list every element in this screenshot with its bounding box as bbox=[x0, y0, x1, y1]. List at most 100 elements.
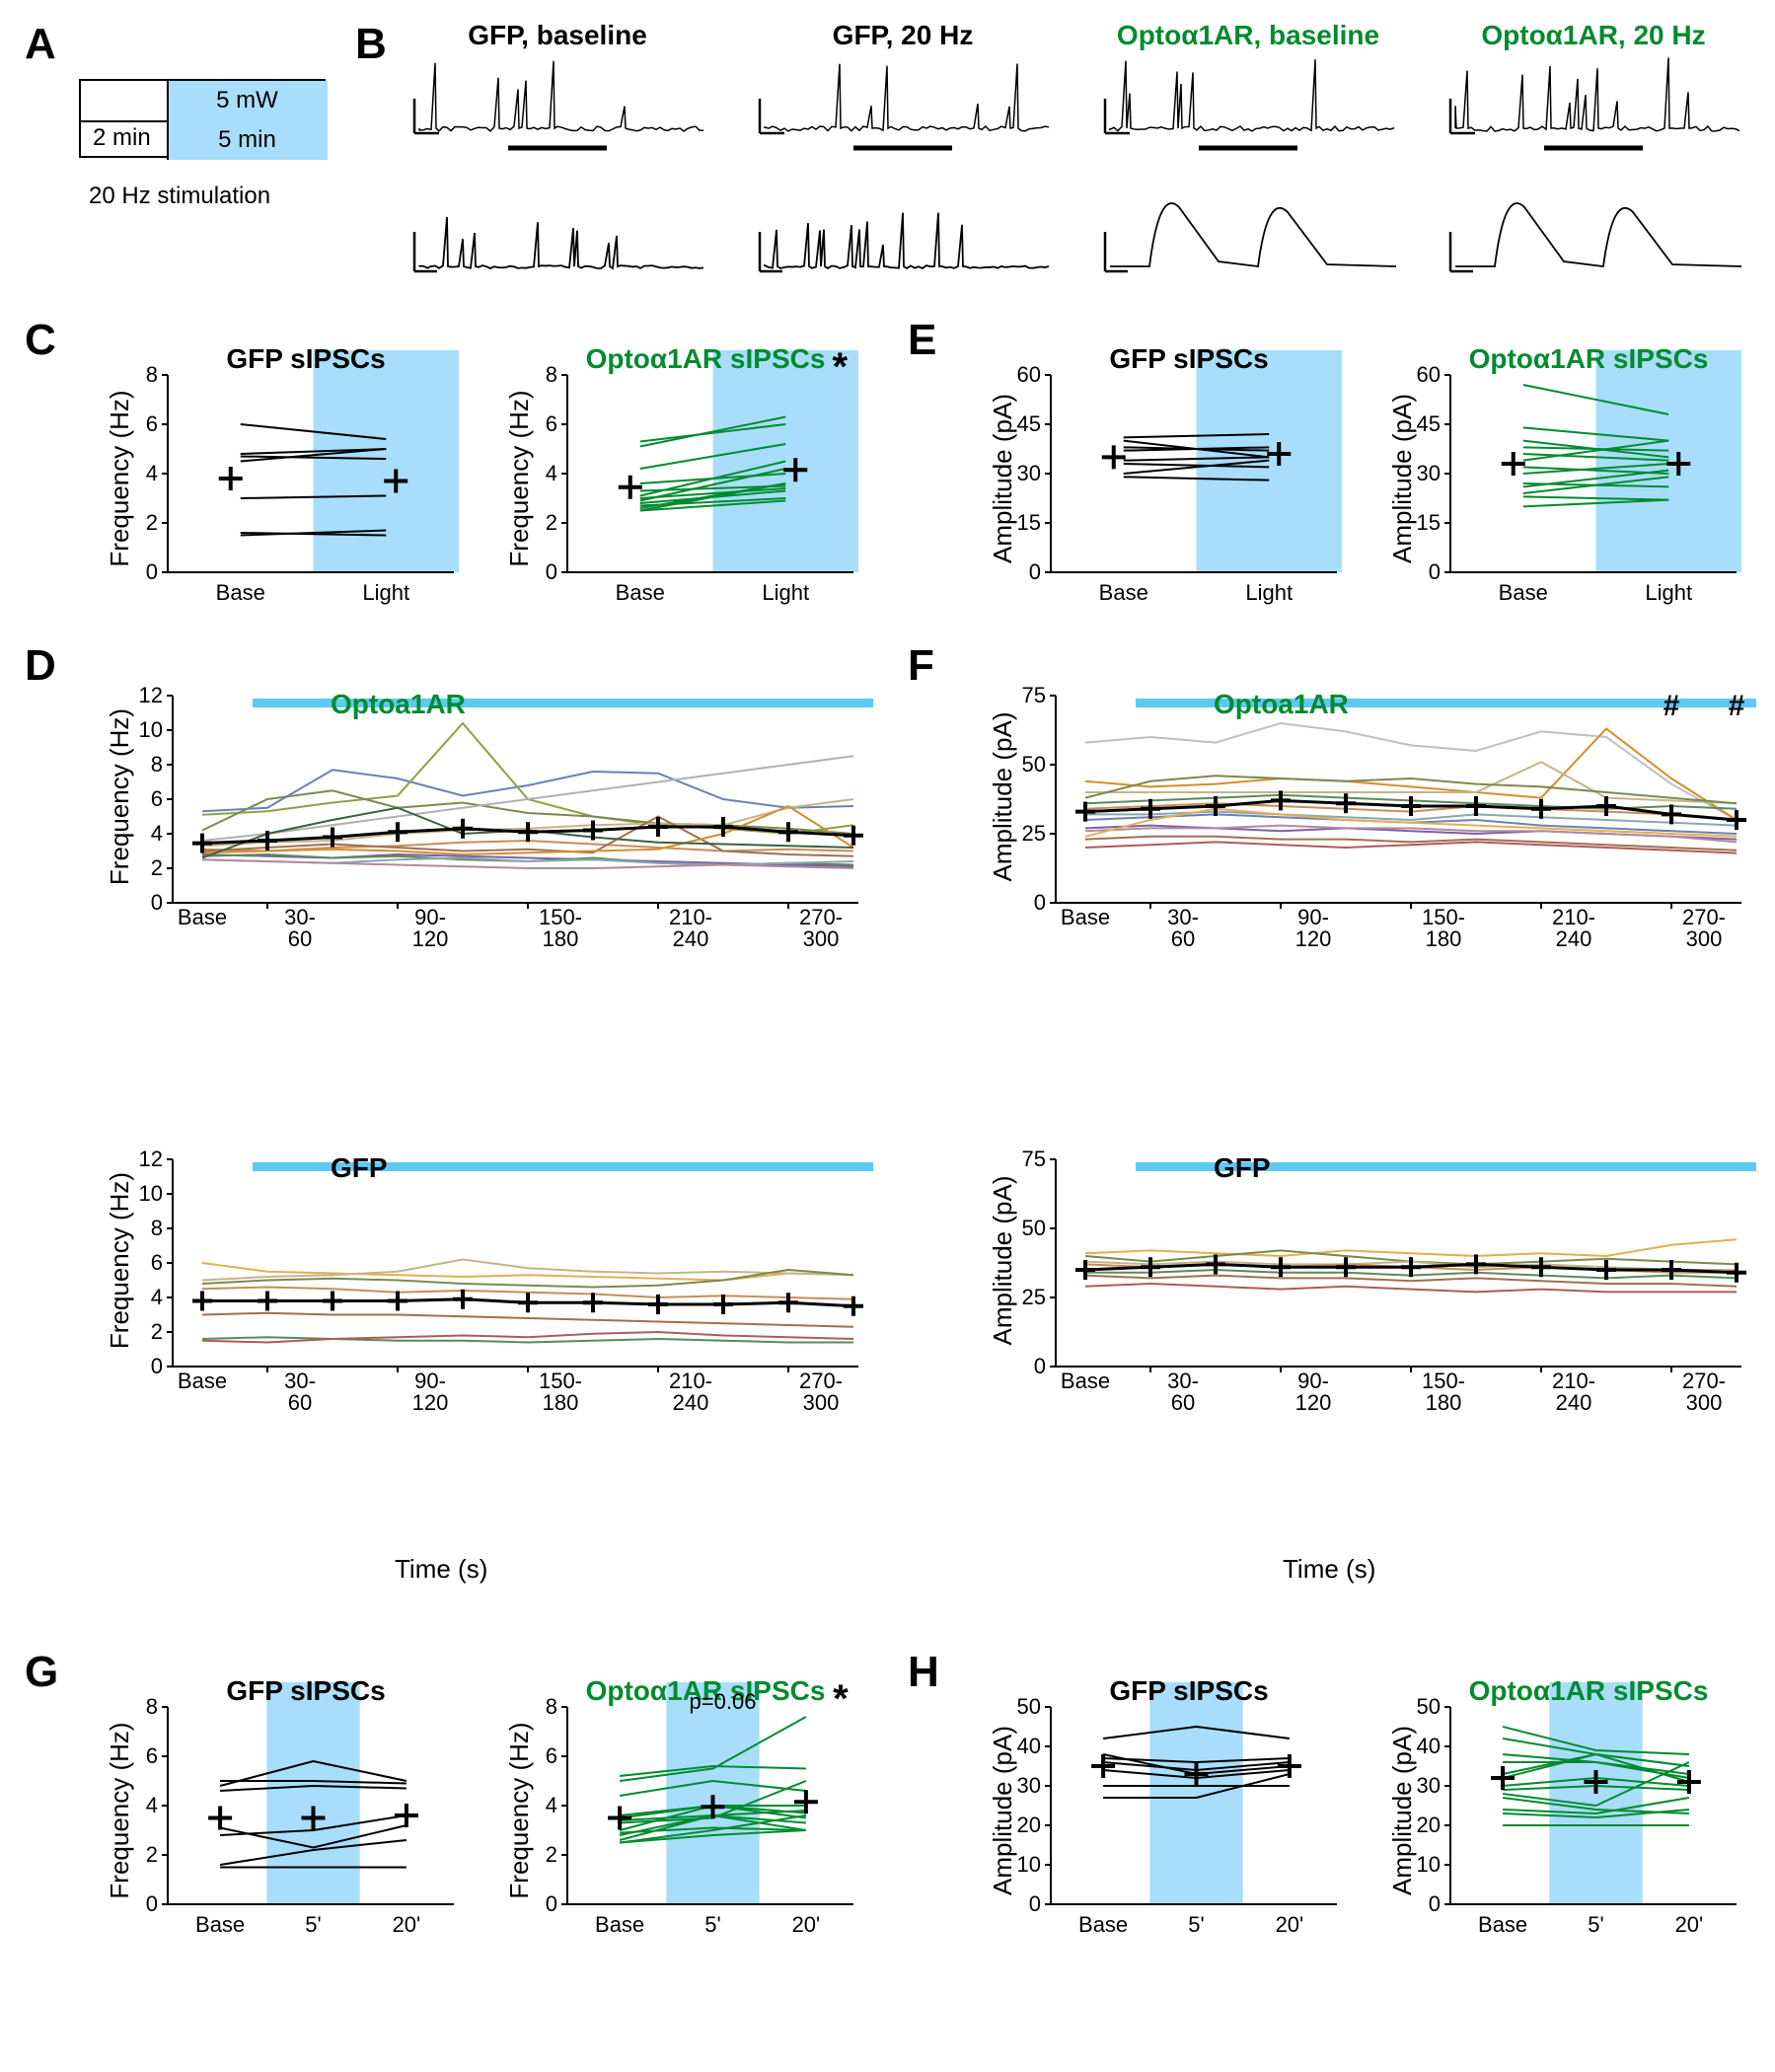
svg-text:Amplitude (pA): Amplitude (pA) bbox=[988, 712, 1017, 882]
panel-label-E: E bbox=[908, 316, 936, 365]
chart-F-opto: 0255075Amplitude (pA)Base30-6090-120150-… bbox=[997, 671, 1746, 967]
svg-text:Frequency (Hz): Frequency (Hz) bbox=[105, 1172, 134, 1349]
stimulus-schematic: 5 mW 5 min 2 min bbox=[79, 79, 326, 158]
svg-text:Light: Light bbox=[1245, 580, 1293, 605]
svg-text:0: 0 bbox=[1034, 890, 1046, 915]
svg-text:4: 4 bbox=[151, 1285, 163, 1309]
svg-text:45: 45 bbox=[1417, 411, 1441, 436]
panel-label-B: B bbox=[355, 20, 387, 69]
trace-bottom bbox=[1445, 178, 1751, 296]
svg-text:GFP sIPSCs: GFP sIPSCs bbox=[1109, 1675, 1268, 1706]
svg-text:*: * bbox=[833, 1677, 849, 1721]
svg-text:Frequency (Hz): Frequency (Hz) bbox=[504, 1722, 534, 1898]
svg-text:120: 120 bbox=[412, 1390, 449, 1415]
chart-E-opto: 015304560Amplitude (pA)BaseLightOptoα1AR… bbox=[1396, 350, 1741, 607]
chart-D-opto: 024681012Frequency (Hz)Base30-6090-12015… bbox=[113, 671, 863, 967]
svg-text:p=0.06: p=0.06 bbox=[690, 1689, 757, 1714]
svg-text:30: 30 bbox=[1417, 461, 1441, 485]
svg-text:Light: Light bbox=[1645, 580, 1692, 605]
svg-text:Amplitude (pA): Amplitude (pA) bbox=[988, 394, 1017, 563]
svg-text:5': 5' bbox=[1188, 1912, 1204, 1937]
svg-text:50: 50 bbox=[1022, 1216, 1046, 1240]
chart-H-opto: 01020304050Amplitude (pA)Base5'20'Optoα1… bbox=[1396, 1682, 1741, 1939]
svg-text:180: 180 bbox=[543, 926, 579, 951]
svg-text:Frequency (Hz): Frequency (Hz) bbox=[105, 1722, 134, 1898]
svg-text:0: 0 bbox=[146, 1891, 158, 1916]
chart-E-gfp: 015304560Amplitude (pA)BaseLightGFP sIPS… bbox=[997, 350, 1342, 607]
svg-text:0: 0 bbox=[1029, 1891, 1041, 1916]
svg-text:10: 10 bbox=[1417, 1852, 1441, 1877]
svg-text:15: 15 bbox=[1417, 510, 1441, 535]
svg-text:Base: Base bbox=[1478, 1912, 1527, 1937]
trace-title: GFP, baseline bbox=[409, 20, 705, 51]
svg-text:60: 60 bbox=[288, 926, 312, 951]
svg-text:GFP sIPSCs: GFP sIPSCs bbox=[226, 1675, 385, 1706]
svg-text:Base: Base bbox=[616, 580, 665, 605]
svg-text:300: 300 bbox=[1686, 926, 1723, 951]
svg-text:6: 6 bbox=[546, 411, 557, 436]
svg-text:0: 0 bbox=[1429, 559, 1441, 584]
chart-G-opto: 02468Frequency (Hz)Base5'20'Optoα1AR sIP… bbox=[513, 1682, 858, 1939]
chart-F-gfp: 0255075Amplitude (pA)Base30-6090-120150-… bbox=[997, 1135, 1746, 1431]
svg-text:60: 60 bbox=[288, 1390, 312, 1415]
svg-text:120: 120 bbox=[412, 926, 449, 951]
svg-text:60: 60 bbox=[1417, 362, 1441, 387]
svg-text:12: 12 bbox=[139, 1147, 163, 1171]
trace-title: Optoα1AR, 20 Hz bbox=[1445, 20, 1741, 51]
chart-C-gfp: 02468Frequency (Hz)BaseLightGFP sIPSCs bbox=[113, 350, 459, 607]
svg-text:8: 8 bbox=[546, 362, 557, 387]
svg-text:0: 0 bbox=[1029, 559, 1041, 584]
panel-label-F: F bbox=[908, 641, 934, 691]
svg-text:45: 45 bbox=[1017, 411, 1041, 436]
svg-text:0: 0 bbox=[546, 559, 557, 584]
svg-text:0: 0 bbox=[151, 890, 163, 915]
svg-text:#: # bbox=[1729, 690, 1745, 722]
svg-text:Base: Base bbox=[595, 1912, 644, 1937]
panel-label-A: A bbox=[25, 20, 56, 69]
stim-top: 5 mW bbox=[167, 81, 328, 120]
svg-text:60: 60 bbox=[1017, 362, 1041, 387]
svg-text:Base: Base bbox=[178, 905, 227, 929]
svg-text:180: 180 bbox=[1426, 926, 1462, 951]
stim-caption: 20 Hz stimulation bbox=[89, 183, 270, 210]
svg-text:Base: Base bbox=[1099, 580, 1148, 605]
svg-text:2: 2 bbox=[151, 1319, 163, 1344]
svg-text:10: 10 bbox=[139, 1181, 163, 1206]
svg-text:Frequency (Hz): Frequency (Hz) bbox=[504, 390, 534, 566]
svg-text:Base: Base bbox=[1078, 1912, 1128, 1937]
svg-text:8: 8 bbox=[151, 1216, 163, 1240]
svg-text:0: 0 bbox=[1034, 1354, 1046, 1378]
svg-text:Base: Base bbox=[178, 1369, 227, 1393]
stim-bottom: 5 min bbox=[167, 120, 328, 160]
chart-H-gfp: 01020304050Amplitude (pA)Base5'20'GFP sI… bbox=[997, 1682, 1342, 1939]
svg-text:0: 0 bbox=[546, 1891, 557, 1916]
svg-text:2: 2 bbox=[146, 510, 158, 535]
svg-text:6: 6 bbox=[151, 1250, 163, 1275]
trace-title: Optoα1AR, baseline bbox=[1100, 20, 1396, 51]
svg-text:120: 120 bbox=[1295, 1390, 1332, 1415]
trace-bottom bbox=[1100, 178, 1406, 296]
svg-text:40: 40 bbox=[1417, 1734, 1441, 1758]
svg-text:120: 120 bbox=[1295, 926, 1332, 951]
svg-text:180: 180 bbox=[1426, 1390, 1462, 1415]
svg-text:Amplitude (pA): Amplitude (pA) bbox=[988, 1176, 1017, 1346]
svg-text:Optoa1AR: Optoa1AR bbox=[331, 689, 466, 719]
svg-text:60: 60 bbox=[1171, 1390, 1195, 1415]
svg-text:2: 2 bbox=[151, 855, 163, 880]
svg-text:Optoa1AR: Optoa1AR bbox=[1214, 689, 1349, 719]
svg-text:50: 50 bbox=[1017, 1694, 1041, 1719]
svg-text:240: 240 bbox=[1556, 926, 1592, 951]
svg-text:50: 50 bbox=[1417, 1694, 1441, 1719]
svg-text:2: 2 bbox=[146, 1842, 158, 1867]
panel-label-H: H bbox=[908, 1648, 939, 1697]
svg-text:20: 20 bbox=[1017, 1813, 1041, 1837]
svg-text:40: 40 bbox=[1017, 1734, 1041, 1758]
svg-text:20': 20' bbox=[393, 1912, 421, 1937]
svg-text:0: 0 bbox=[146, 559, 158, 584]
svg-text:6: 6 bbox=[546, 1743, 557, 1768]
svg-text:20: 20 bbox=[1417, 1813, 1441, 1837]
trace-top bbox=[1445, 59, 1751, 168]
svg-text:Base: Base bbox=[195, 1912, 245, 1937]
svg-text:4: 4 bbox=[146, 1793, 158, 1817]
svg-text:4: 4 bbox=[151, 821, 163, 846]
